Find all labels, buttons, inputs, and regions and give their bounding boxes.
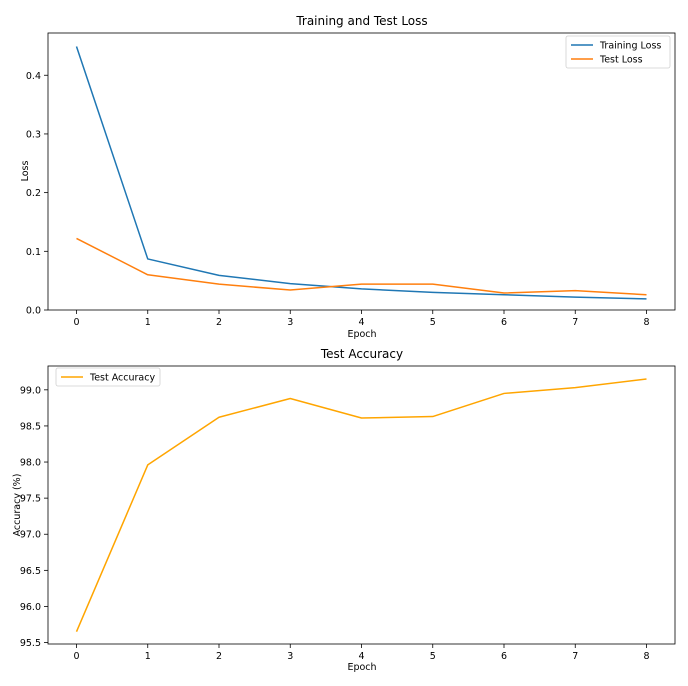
accuracy-y-tick-label: 97.5 xyxy=(20,494,41,505)
accuracy-y-tick-label: 96.5 xyxy=(20,566,41,577)
accuracy-x-tick-label: 6 xyxy=(501,651,507,662)
accuracy-y-tick-label: 99.0 xyxy=(20,385,41,396)
accuracy-x-ticks: 0 1 2 3 4 5 6 7 8 xyxy=(73,644,650,662)
loss-series-line-training-loss xyxy=(75,46,647,300)
loss-x-tick-label: 2 xyxy=(216,317,222,328)
loss-series-line-test-loss xyxy=(76,237,647,296)
loss-y-ticks: 0.0 0.1 0.2 0.3 0.4 xyxy=(26,71,48,317)
accuracy-x-tick-label: 8 xyxy=(643,651,649,662)
loss-legend: Training Loss Test Loss xyxy=(565,35,671,69)
loss-chart-title: Training and Test Loss xyxy=(295,14,427,28)
accuracy-x-tick-label: 2 xyxy=(216,651,222,662)
accuracy-y-tick-label: 97.0 xyxy=(20,530,41,541)
accuracy-legend: Test Accuracy xyxy=(55,367,161,387)
accuracy-y-tick-label: 98.5 xyxy=(20,421,41,432)
accuracy-x-tick-label: 3 xyxy=(287,651,293,662)
loss-y-tick-label: 0.2 xyxy=(26,188,41,199)
loss-y-axis-label: Loss xyxy=(20,161,31,182)
accuracy-x-tick-label: 0 xyxy=(73,651,79,662)
loss-y-tick-label: 0.4 xyxy=(26,71,41,82)
accuracy-y-tick-label: 96.0 xyxy=(20,602,41,613)
accuracy-legend-box xyxy=(55,367,161,387)
loss-x-tick-label: 6 xyxy=(501,317,507,328)
accuracy-x-tick-label: 7 xyxy=(572,651,578,662)
loss-x-tick-label: 0 xyxy=(73,317,79,328)
loss-y-tick-label: 0.3 xyxy=(26,129,41,140)
accuracy-y-tick-label: 95.5 xyxy=(20,638,41,649)
accuracy-y-ticks: 95.5 96.0 96.5 97.0 97.5 98.0 98.5 99.0 xyxy=(20,385,48,649)
accuracy-series xyxy=(75,378,647,633)
loss-legend-box xyxy=(565,35,671,69)
loss-plot-area xyxy=(47,32,676,311)
accuracy-series-line-test-accuracy xyxy=(75,378,647,633)
loss-x-tick-label: 1 xyxy=(145,317,151,328)
accuracy-panel: Test Accuracy 0 1 2 3 4 5 6 7 8 95.5 96.0 96.5 97.0… xyxy=(12,347,676,673)
accuracy-y-tick-label: 98.0 xyxy=(20,458,41,469)
accuracy-x-axis-label: Epoch xyxy=(347,662,376,673)
loss-series xyxy=(75,46,647,300)
loss-y-tick-label: 0.1 xyxy=(26,247,41,258)
loss-y-tick-label: 0.0 xyxy=(26,306,41,317)
loss-x-tick-label: 8 xyxy=(643,317,649,328)
accuracy-chart-title: Test Accuracy xyxy=(320,347,403,361)
accuracy-x-tick-label: 1 xyxy=(145,651,151,662)
loss-x-axis-label: Epoch xyxy=(347,329,376,340)
legend-label-training-loss: Training Loss xyxy=(599,41,661,52)
legend-label-test-loss: Test Loss xyxy=(599,55,643,66)
accuracy-plot-area xyxy=(47,365,676,645)
loss-x-tick-label: 5 xyxy=(430,317,436,328)
loss-x-tick-label: 3 xyxy=(287,317,293,328)
accuracy-x-tick-label: 4 xyxy=(358,651,364,662)
loss-x-ticks: 0 1 2 3 4 5 6 7 8 xyxy=(73,310,650,328)
legend-label-test-accuracy: Test Accuracy xyxy=(89,373,155,384)
accuracy-y-axis-label: Accuracy (%) xyxy=(12,474,23,537)
accuracy-x-tick-label: 5 xyxy=(430,651,436,662)
loss-x-tick-label: 4 xyxy=(358,317,364,328)
loss-x-tick-label: 7 xyxy=(572,317,578,328)
